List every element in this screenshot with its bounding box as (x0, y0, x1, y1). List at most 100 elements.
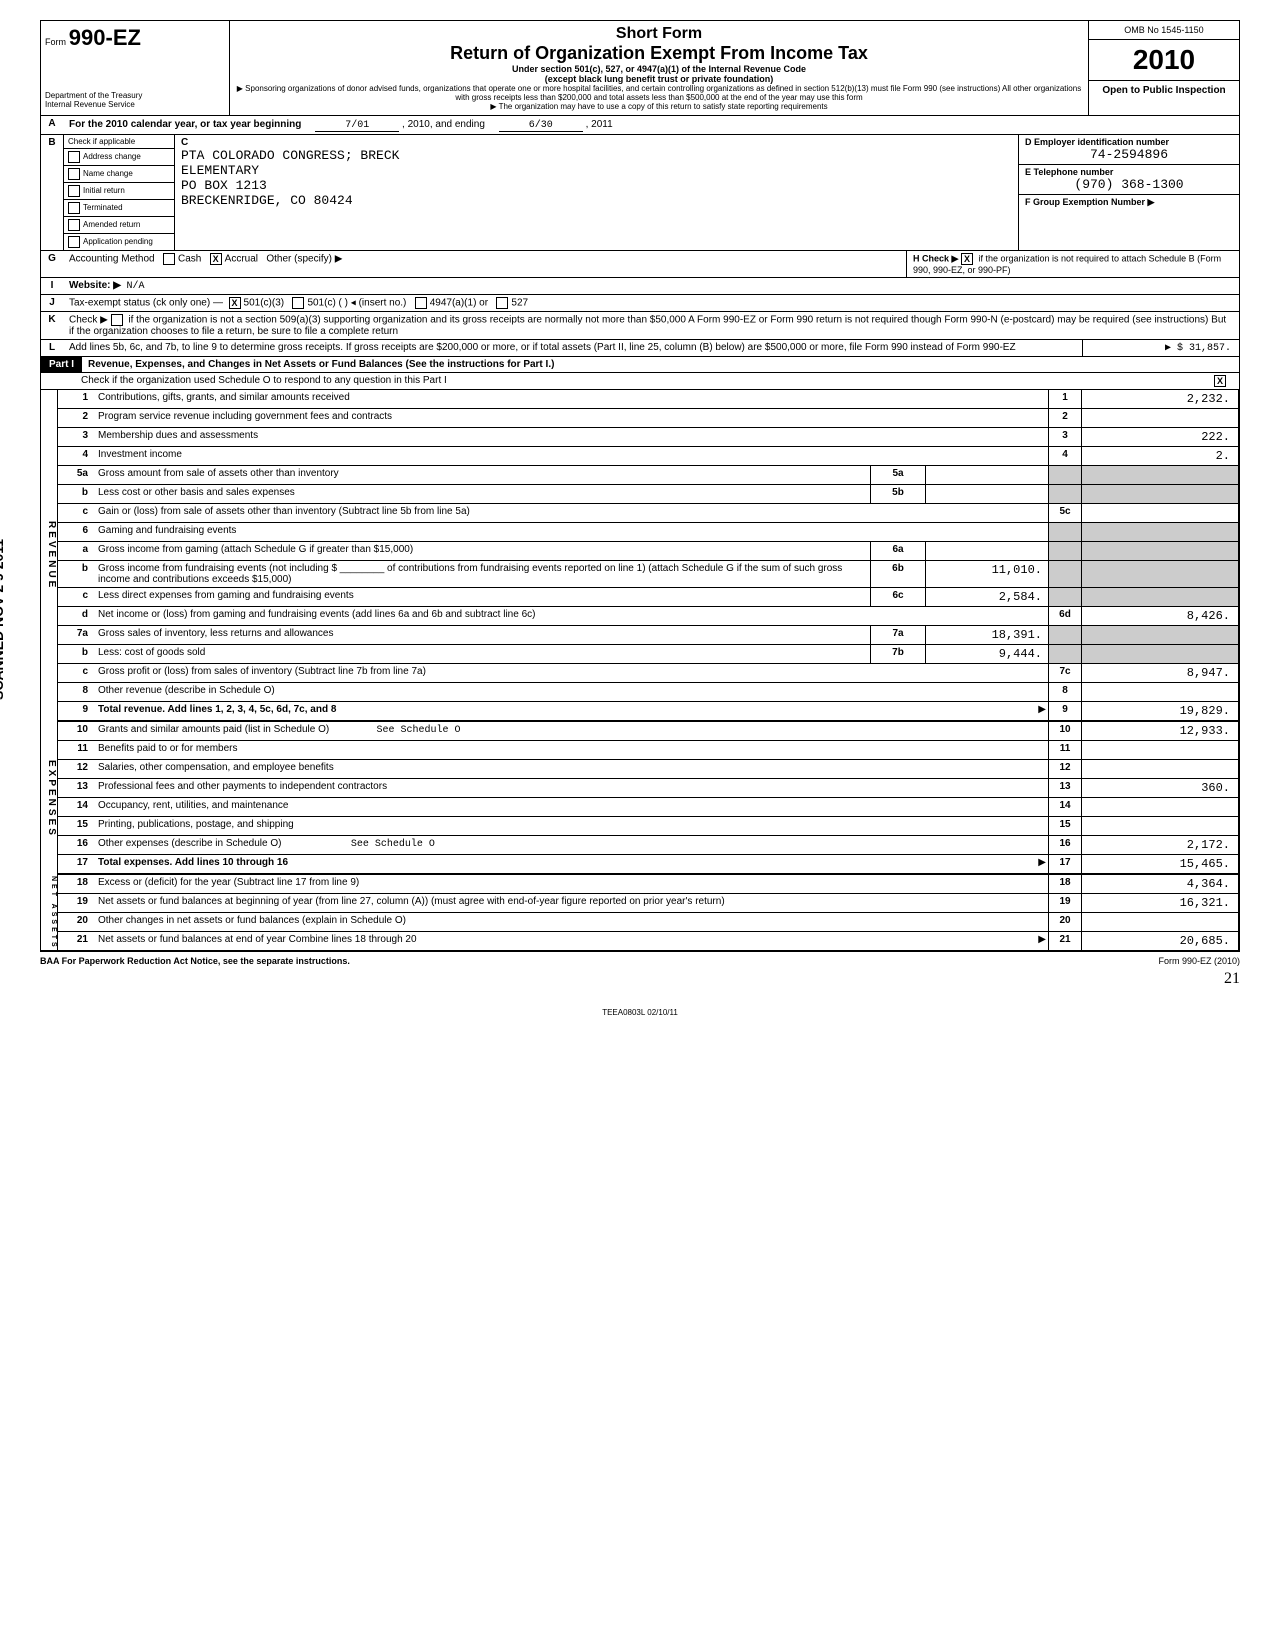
subtitle1: Under section 501(c), 527, or 4947(a)(1)… (234, 64, 1084, 74)
line-7a-shaded-val (1081, 626, 1238, 644)
line-6a-shaded (1048, 542, 1081, 560)
line-1-num: 1 (58, 390, 94, 408)
line-14-desc: Occupancy, rent, utilities, and maintena… (94, 798, 1048, 816)
line-16-num: 16 (58, 836, 94, 854)
h-check[interactable]: X (961, 253, 973, 265)
line-5b-shaded (1048, 485, 1081, 503)
page-number: 21 (40, 970, 1240, 988)
line-5c-num: c (58, 504, 94, 522)
netassets-side-label: NET ASSETS (41, 875, 58, 950)
line-13-num: 13 (58, 779, 94, 797)
line-6c-shaded-val (1081, 588, 1238, 606)
part1-title: Revenue, Expenses, and Changes in Net As… (82, 357, 1239, 372)
name-change-check[interactable] (68, 168, 80, 180)
527-check[interactable] (496, 297, 508, 309)
initial-return-label: Initial return (83, 186, 125, 195)
line-10-val: 12,933. (1081, 722, 1238, 740)
accrual-check[interactable]: X (210, 253, 222, 265)
line-3-num: 3 (58, 428, 94, 446)
line-12-val (1081, 760, 1238, 778)
page-footer: BAA For Paperwork Reduction Act Notice, … (40, 952, 1240, 970)
line-6-shaded-val (1081, 523, 1238, 541)
line-7b-sub: 7b (870, 645, 925, 663)
line-6b-desc: Gross income from fundraising events (no… (94, 561, 870, 587)
501c-check[interactable] (292, 297, 304, 309)
line-21-numcol: 21 (1048, 932, 1081, 950)
open-public: Open to Public Inspection (1089, 80, 1239, 100)
form-page: Form 990-EZ Department of the Treasury I… (40, 20, 1240, 1017)
check-applicable-col: Check if applicable Address change Name … (64, 135, 175, 250)
footer-left: BAA For Paperwork Reduction Act Notice, … (40, 956, 350, 966)
line-13-val: 360. (1081, 779, 1238, 797)
line-gh-row: G Accounting Method Cash XAccrual Other … (40, 251, 1240, 278)
line-10-num: 10 (58, 722, 94, 740)
line-6a-shaded-val (1081, 542, 1238, 560)
line-5a-num: 5a (58, 466, 94, 484)
terminated-check[interactable] (68, 202, 80, 214)
line-12-desc: Salaries, other compensation, and employ… (94, 760, 1048, 778)
k-check[interactable] (111, 314, 123, 326)
line-10-desc: Grants and similar amounts paid (list in… (94, 722, 1048, 740)
line-15-num: 15 (58, 817, 94, 835)
line-5a-shaded-val (1081, 466, 1238, 484)
amended-return-check[interactable] (68, 219, 80, 231)
line-7b-shaded (1048, 645, 1081, 663)
line-7b-subval: 9,444. (925, 645, 1048, 663)
line-7c-num: c (58, 664, 94, 682)
address-change-check[interactable] (68, 151, 80, 163)
cash-check[interactable] (163, 253, 175, 265)
line-9-numcol: 9 (1048, 702, 1081, 720)
use-note: ▶ The organization may have to use a cop… (234, 102, 1084, 111)
begin-date[interactable]: 7/01 (315, 120, 399, 132)
amended-return-label: Amended return (83, 220, 140, 229)
part1-check-row: Check if the organization used Schedule … (40, 373, 1240, 390)
line-18-desc: Excess or (deficit) for the year (Subtra… (94, 875, 1048, 893)
revenue-side-label: REVENUE (41, 390, 58, 722)
footer-right: Form 990-EZ (2010) (1158, 956, 1240, 966)
line-6c-sub: 6c (870, 588, 925, 606)
right-info-block: D Employer identification number 74-2594… (1018, 135, 1239, 250)
line-15-val (1081, 817, 1238, 835)
line-6b-subval: 11,010. (925, 561, 1048, 587)
initial-return-check[interactable] (68, 185, 80, 197)
letter-j: J (41, 295, 63, 311)
part1-label: Part I (41, 357, 82, 372)
line-8-num: 8 (58, 683, 94, 701)
line-18-val: 4,364. (1081, 875, 1238, 893)
accrual-label: Accrual (225, 254, 258, 265)
part1-check[interactable]: X (1214, 375, 1226, 387)
line-5c-numcol: 5c (1048, 504, 1081, 522)
line-12-numcol: 12 (1048, 760, 1081, 778)
line-5b-num: b (58, 485, 94, 503)
letter-i: I (41, 278, 63, 294)
line-16-numcol: 16 (1048, 836, 1081, 854)
line-a-row: A For the 2010 calendar year, or tax yea… (40, 116, 1240, 135)
org-name-1: PTA COLORADO CONGRESS; BRECK (181, 148, 1012, 163)
line-6d-numcol: 6d (1048, 607, 1081, 625)
4947-check[interactable] (415, 297, 427, 309)
line-6a-sub: 6a (870, 542, 925, 560)
group-exemption-label: F Group Exemption Number ▶ (1025, 197, 1233, 208)
check-applicable-label: Check if applicable (64, 135, 174, 149)
501c3-check[interactable]: X (229, 297, 241, 309)
line-3-numcol: 3 (1048, 428, 1081, 446)
end-date[interactable]: 6/30 (499, 120, 583, 132)
line-7a-shaded (1048, 626, 1081, 644)
line-7a-desc: Gross sales of inventory, less returns a… (94, 626, 870, 644)
end-year: , 2011 (586, 119, 613, 130)
line-16-val: 2,172. (1081, 836, 1238, 854)
line-a-label: For the 2010 calendar year, or tax year … (69, 119, 301, 130)
line-18-num: 18 (58, 875, 94, 893)
501c3-label: 501(c)(3) (244, 298, 285, 309)
line-15-desc: Printing, publications, postage, and shi… (94, 817, 1048, 835)
expenses-side-label: EXPENSES (41, 722, 58, 875)
application-pending-check[interactable] (68, 236, 80, 248)
line-1-desc: Contributions, gifts, grants, and simila… (94, 390, 1048, 408)
line-14-val (1081, 798, 1238, 816)
line-6a-desc: Gross income from gaming (attach Schedul… (94, 542, 870, 560)
line-21-val: 20,685. (1081, 932, 1238, 950)
line-k-row: K Check ▶ if the organization is not a s… (40, 312, 1240, 340)
ein-value: 74-2594896 (1025, 147, 1233, 162)
l-value: 31,857. (1189, 343, 1231, 354)
address-change-label: Address change (83, 152, 141, 161)
